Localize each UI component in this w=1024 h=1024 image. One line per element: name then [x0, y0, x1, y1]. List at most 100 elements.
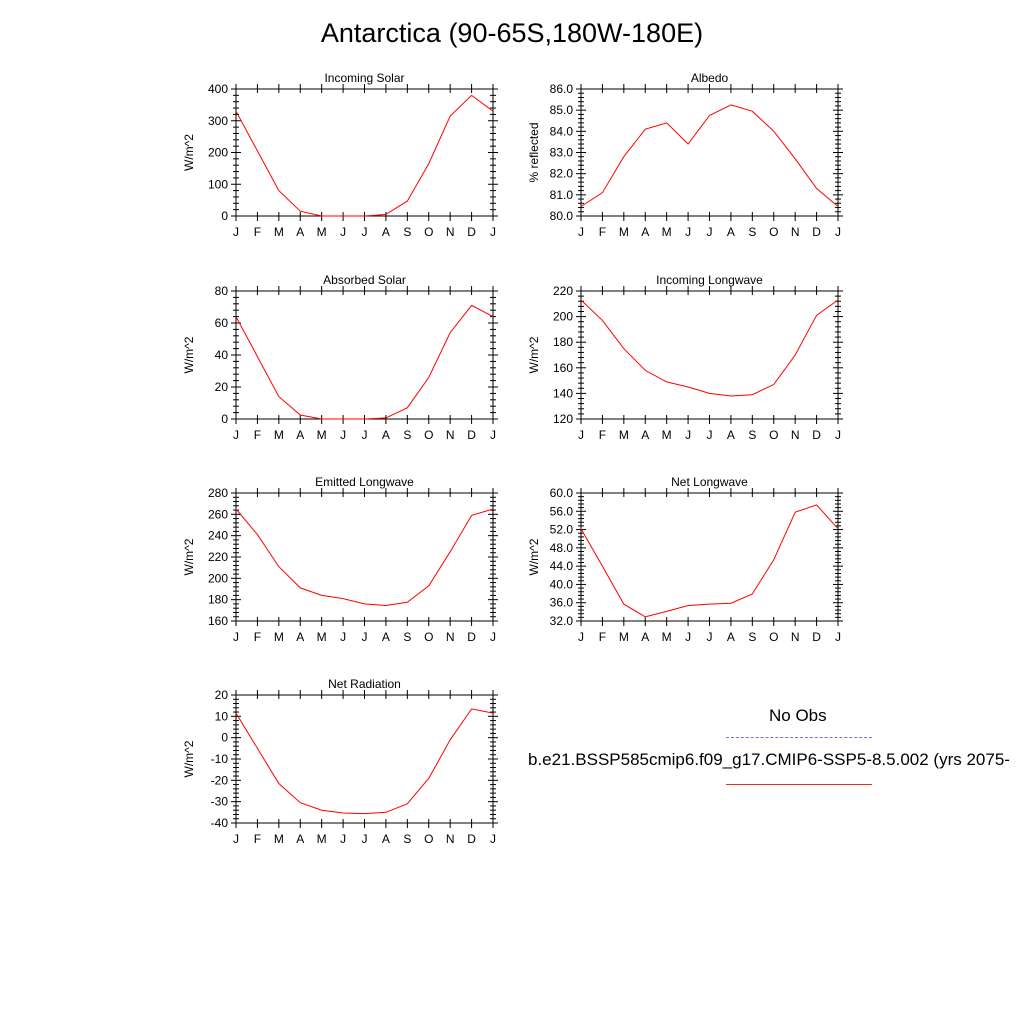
x-tick-label: S [403, 225, 411, 239]
plot-frame [580, 88, 839, 217]
y-tick-label: 200 [208, 146, 228, 160]
x-tick-label: J [490, 225, 496, 239]
legend-obs-line [726, 737, 872, 738]
x-tick-label: J [578, 630, 584, 644]
chart-title: Incoming Longwave [656, 273, 763, 287]
x-tick-label: N [791, 428, 800, 442]
series-line [235, 708, 494, 815]
y-axis-label: W/m^2 [182, 740, 196, 777]
x-tick-label: J [685, 225, 691, 239]
x-tick-label: M [662, 630, 672, 644]
y-tick-label: 120 [553, 412, 573, 426]
page-title: Antarctica (90-65S,180W-180E) [320, 18, 704, 48]
x-tick-label: O [424, 832, 433, 846]
plot-frame [580, 290, 839, 420]
y-tick-label: 0 [221, 731, 228, 745]
x-tick-label: S [748, 428, 756, 442]
y-tick-label: -30 [211, 795, 229, 809]
series-line [580, 299, 839, 397]
x-tick-label: M [274, 832, 284, 846]
x-tick-label: A [382, 225, 390, 239]
x-tick-label: M [662, 225, 672, 239]
y-tick-label: 0 [221, 412, 228, 426]
y-tick-label: 100 [208, 177, 228, 191]
x-tick-label: J [835, 225, 841, 239]
y-tick-label: 260 [208, 507, 228, 521]
x-tick-label: J [685, 630, 691, 644]
y-axis-label: % reflected [527, 122, 541, 182]
x-tick-label: J [362, 630, 368, 644]
x-tick-label: N [446, 832, 455, 846]
x-tick-label: M [274, 428, 284, 442]
y-tick-label: 200 [553, 310, 573, 324]
x-tick-label: M [317, 630, 327, 644]
y-tick-label: -40 [211, 816, 229, 830]
x-tick-label: A [382, 832, 390, 846]
y-tick-label: 85.0 [550, 103, 574, 117]
y-tick-label: 220 [208, 550, 228, 564]
y-axis-label: W/m^2 [182, 538, 196, 575]
y-tick-label: 200 [208, 571, 228, 585]
y-axis-label: W/m^2 [182, 336, 196, 373]
y-tick-label: 52.0 [550, 523, 574, 537]
y-tick-label: -10 [211, 752, 229, 766]
y-axis-label: W/m^2 [527, 336, 541, 373]
x-tick-label: M [619, 630, 629, 644]
legend-case-line [726, 784, 872, 785]
x-tick-label: A [727, 630, 735, 644]
x-tick-label: D [467, 428, 476, 442]
y-tick-label: 60 [215, 316, 229, 330]
x-tick-label: D [467, 630, 476, 644]
x-tick-label: D [467, 832, 476, 846]
x-tick-label: N [446, 630, 455, 644]
x-tick-label: S [748, 225, 756, 239]
x-tick-label: A [382, 428, 390, 442]
chart-title: Albedo [691, 71, 729, 85]
x-tick-label: M [619, 428, 629, 442]
y-tick-label: 280 [208, 486, 228, 500]
x-tick-label: F [599, 630, 606, 644]
x-tick-label: A [382, 630, 390, 644]
y-tick-label: 20 [215, 380, 229, 394]
y-tick-label: 83.0 [550, 146, 574, 160]
y-tick-label: 0 [221, 209, 228, 223]
y-tick-label: 48.0 [550, 541, 574, 555]
x-tick-label: M [274, 630, 284, 644]
x-tick-label: J [835, 428, 841, 442]
x-tick-label: J [233, 832, 239, 846]
x-tick-label: O [769, 428, 778, 442]
x-tick-label: A [641, 225, 649, 239]
x-tick-label: M [619, 225, 629, 239]
x-tick-label: M [317, 832, 327, 846]
y-tick-label: 82.0 [550, 167, 574, 181]
plot-frame [235, 492, 494, 622]
y-tick-label: 36.0 [550, 596, 574, 610]
x-tick-label: J [490, 832, 496, 846]
x-tick-label: J [233, 225, 239, 239]
x-tick-label: N [446, 428, 455, 442]
x-tick-label: F [599, 428, 606, 442]
x-tick-label: A [296, 428, 304, 442]
x-tick-label: J [340, 428, 346, 442]
x-tick-label: M [662, 428, 672, 442]
x-tick-label: J [233, 428, 239, 442]
chart-title: Emitted Longwave [315, 475, 414, 489]
chart-title: Net Radiation [328, 677, 401, 691]
x-tick-label: J [707, 225, 713, 239]
series-line [235, 508, 494, 607]
y-tick-label: 300 [208, 114, 228, 128]
plot-frame [235, 290, 494, 420]
y-tick-label: 56.0 [550, 504, 574, 518]
x-tick-label: M [317, 225, 327, 239]
chart-title: Incoming Solar [324, 71, 404, 85]
series-line [580, 504, 839, 618]
x-tick-label: F [254, 428, 261, 442]
y-tick-label: 32.0 [550, 614, 574, 628]
y-tick-label: 60.0 [550, 486, 574, 500]
x-tick-label: J [233, 630, 239, 644]
x-tick-label: J [707, 630, 713, 644]
